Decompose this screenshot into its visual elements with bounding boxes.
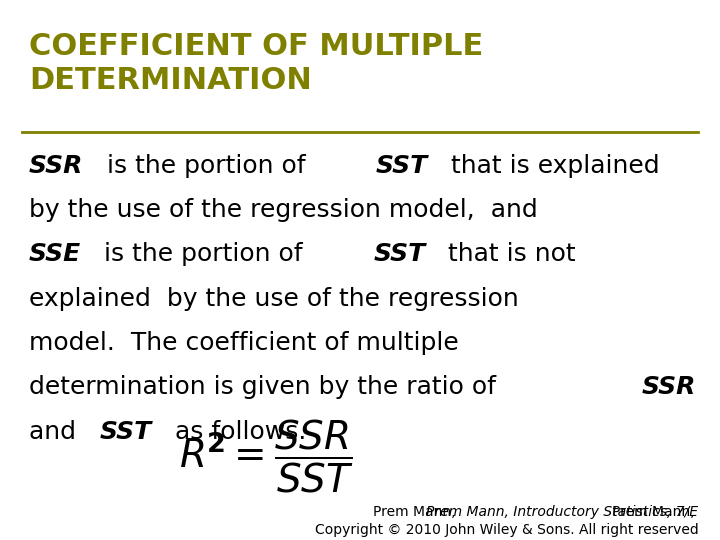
Text: COEFFICIENT OF MULTIPLE
DETERMINATION: COEFFICIENT OF MULTIPLE DETERMINATION bbox=[29, 32, 483, 95]
Text: $\mathbf{\mathit{R}}^{\mathbf{2}} = \dfrac{\mathbf{\mathit{SSR}}}{\mathbf{\mathi: $\mathbf{\mathit{R}}^{\mathbf{2}} = \dfr… bbox=[179, 418, 354, 495]
Text: Prem Mann,: Prem Mann, bbox=[611, 505, 698, 519]
Text: SSR: SSR bbox=[642, 375, 696, 399]
Text: SST: SST bbox=[373, 242, 426, 266]
Text: is the portion of: is the portion of bbox=[96, 242, 311, 266]
Text: Copyright © 2010 John Wiley & Sons. All right reserved: Copyright © 2010 John Wiley & Sons. All … bbox=[315, 523, 698, 537]
Text: Prem Mann, Introductory Statistics, 7/E: Prem Mann, Introductory Statistics, 7/E bbox=[426, 505, 698, 519]
Text: by the use of the regression model,  and: by the use of the regression model, and bbox=[29, 198, 538, 222]
Text: that is not: that is not bbox=[441, 242, 576, 266]
Text: explained  by the use of the regression: explained by the use of the regression bbox=[29, 287, 518, 310]
Text: SST: SST bbox=[100, 420, 152, 443]
Text: that is explained: that is explained bbox=[443, 154, 660, 178]
Text: SSE: SSE bbox=[29, 242, 81, 266]
Text: SSR: SSR bbox=[29, 154, 84, 178]
Text: as follows.: as follows. bbox=[167, 420, 307, 443]
Text: and: and bbox=[29, 420, 84, 443]
Text: Prem Mann,: Prem Mann, bbox=[373, 505, 460, 519]
Text: SST: SST bbox=[376, 154, 428, 178]
Text: is the portion of: is the portion of bbox=[99, 154, 314, 178]
Text: determination is given by the ratio of: determination is given by the ratio of bbox=[29, 375, 504, 399]
Text: model.  The coefficient of multiple: model. The coefficient of multiple bbox=[29, 331, 459, 355]
